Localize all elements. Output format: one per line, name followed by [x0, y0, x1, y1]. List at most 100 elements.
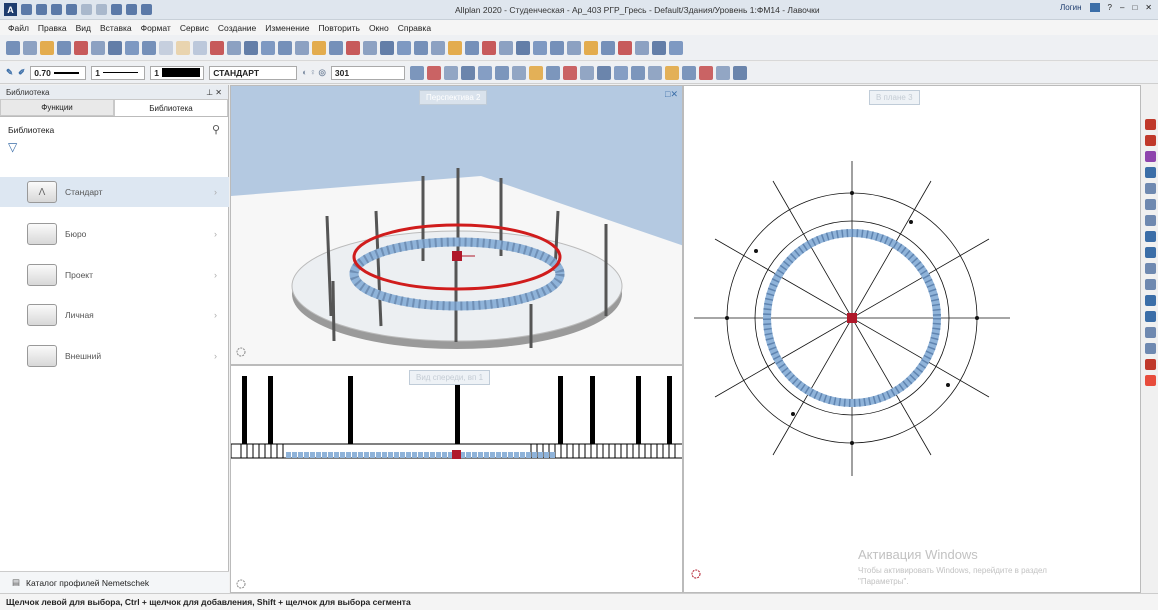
layer-select[interactable]: СТАНДАРТ	[209, 65, 298, 80]
format-tool-icon[interactable]	[528, 65, 543, 80]
edit-tool-icon[interactable]	[1144, 343, 1156, 354]
toolbar-tool-icon[interactable]	[91, 40, 105, 55]
toolbar-tool-icon[interactable]	[278, 40, 292, 55]
tab-functions[interactable]: Функции	[0, 99, 114, 116]
edit-tool-icon[interactable]	[1144, 135, 1156, 146]
edit-tool-icon[interactable]	[1144, 295, 1156, 306]
line-type-select[interactable]: 1	[91, 65, 146, 80]
toolbar-tool-icon[interactable]	[176, 40, 190, 55]
layer-icon[interactable]	[126, 4, 137, 15]
library-item-project[interactable]: Проект ›	[0, 260, 229, 290]
menu-modify[interactable]: Изменение	[265, 22, 310, 33]
toolbar-tool-icon[interactable]	[465, 40, 479, 55]
close-icon[interactable]: ✕	[1145, 3, 1152, 12]
format-tool-icon[interactable]	[562, 65, 577, 80]
pen-thickness-select[interactable]: 0.70	[30, 65, 87, 80]
edit-tool-icon[interactable]	[1144, 327, 1156, 338]
toolbar-tool-icon[interactable]	[40, 40, 54, 55]
toolbar-tool-icon[interactable]	[227, 40, 241, 55]
toolbar-tool-icon[interactable]	[499, 40, 513, 55]
edit-tool-icon[interactable]	[1144, 279, 1156, 290]
toolbar-tool-icon[interactable]	[618, 40, 632, 55]
toolbar-tool-icon[interactable]	[346, 40, 360, 55]
perspective-viewport[interactable]: Перспектива 2 □✕	[230, 85, 683, 365]
toolbar-tool-icon[interactable]	[669, 40, 683, 55]
scale-select[interactable]: 301	[330, 65, 405, 80]
toolbar-tool-icon[interactable]	[380, 40, 394, 55]
library-item-private[interactable]: Личная ›	[0, 300, 229, 330]
help-icon[interactable]: ?	[1107, 3, 1112, 12]
toolbar-tool-icon[interactable]	[397, 40, 411, 55]
edit-tool-icon[interactable]	[1144, 199, 1156, 210]
menu-file[interactable]: Файл	[8, 22, 29, 33]
format-tool-icon[interactable]	[511, 65, 526, 80]
edit-tool-icon[interactable]	[1144, 311, 1156, 322]
maximize-icon[interactable]: □	[1132, 3, 1138, 12]
filter-icon[interactable]: ▽	[8, 140, 18, 154]
toolbar-tool-icon[interactable]	[567, 40, 581, 55]
toolbar-tool-icon[interactable]	[193, 40, 207, 55]
menu-edit[interactable]: Правка	[37, 22, 67, 33]
toolbar-tool-icon[interactable]	[584, 40, 598, 55]
toolbar-tool-icon[interactable]	[295, 40, 309, 55]
save-icon[interactable]	[51, 4, 62, 15]
layer-tools-icon[interactable]: ◐ ♀ ◎	[302, 67, 326, 77]
format-tool-icon[interactable]	[409, 65, 424, 80]
menu-insert[interactable]: Вставка	[100, 22, 132, 33]
toolbar-tool-icon[interactable]	[601, 40, 615, 55]
format-tool-icon[interactable]	[596, 65, 611, 80]
minimize-icon[interactable]: –	[1120, 3, 1125, 12]
format-tool-icon[interactable]	[681, 65, 696, 80]
login-button[interactable]: Логин	[1060, 3, 1082, 12]
toolbar-tool-icon[interactable]	[448, 40, 462, 55]
undo-icon[interactable]	[81, 4, 92, 15]
new-icon[interactable]	[21, 4, 32, 15]
format-tool-icon[interactable]	[613, 65, 628, 80]
menu-window[interactable]: Окно	[368, 22, 389, 33]
edit-tool-icon[interactable]	[1144, 375, 1156, 386]
profile-catalog-button[interactable]: ▤ Каталог профилей Nemetschek	[0, 571, 229, 593]
format-tool-icon[interactable]	[443, 65, 458, 80]
toolbar-tool-icon[interactable]	[108, 40, 122, 55]
menu-format[interactable]: Формат	[140, 22, 171, 33]
redo-icon[interactable]	[96, 4, 107, 15]
library-item-external[interactable]: Внешний ›	[0, 341, 229, 371]
format-tool-icon[interactable]	[647, 65, 662, 80]
toolbar-tool-icon[interactable]	[329, 40, 343, 55]
edit-tool-icon[interactable]	[1144, 247, 1156, 258]
viewport-controls[interactable]: □✕	[665, 89, 678, 99]
format-tool-icon[interactable]	[460, 65, 475, 80]
menu-service[interactable]: Сервис	[179, 22, 209, 33]
edit-tool-icon[interactable]	[1144, 231, 1156, 242]
color-select[interactable]: 1	[150, 65, 205, 80]
format-tool-icon[interactable]	[494, 65, 509, 80]
format-tool-icon[interactable]	[715, 65, 730, 80]
edit-tool-icon[interactable]	[1144, 263, 1156, 274]
tab-library[interactable]: Библиотека	[114, 99, 228, 116]
toolbar-tool-icon[interactable]	[635, 40, 649, 55]
menu-view[interactable]: Вид	[75, 22, 92, 33]
pen-color-icon[interactable]: ✐	[18, 67, 26, 77]
toolbar-tool-icon[interactable]	[210, 40, 224, 55]
toolbar-tool-icon[interactable]	[550, 40, 564, 55]
library-item-standard[interactable]: Λ Стандарт ›	[0, 177, 229, 207]
toolbar-tool-icon[interactable]	[431, 40, 445, 55]
edit-tool-icon[interactable]	[1144, 183, 1156, 194]
toolbar-tool-icon[interactable]	[312, 40, 326, 55]
edit-tool-icon[interactable]	[1144, 359, 1156, 370]
toolbar-tool-icon[interactable]	[652, 40, 666, 55]
edit-tool-icon[interactable]	[1144, 119, 1156, 130]
toolbar-tool-icon[interactable]	[533, 40, 547, 55]
format-tool-icon[interactable]	[426, 65, 441, 80]
toolbar-tool-icon[interactable]	[74, 40, 88, 55]
elevation-viewport[interactable]: Вид спереди, вп 1	[230, 365, 683, 593]
format-tool-icon[interactable]	[664, 65, 679, 80]
toolbar-tool-icon[interactable]	[125, 40, 139, 55]
tools-icon[interactable]	[141, 4, 152, 15]
toolbar-tool-icon[interactable]	[516, 40, 530, 55]
menu-help[interactable]: Справка	[397, 22, 432, 33]
toolbar-tool-icon[interactable]	[261, 40, 275, 55]
format-tool-icon[interactable]	[545, 65, 560, 80]
toolbar-tool-icon[interactable]	[57, 40, 71, 55]
format-tool-icon[interactable]	[630, 65, 645, 80]
